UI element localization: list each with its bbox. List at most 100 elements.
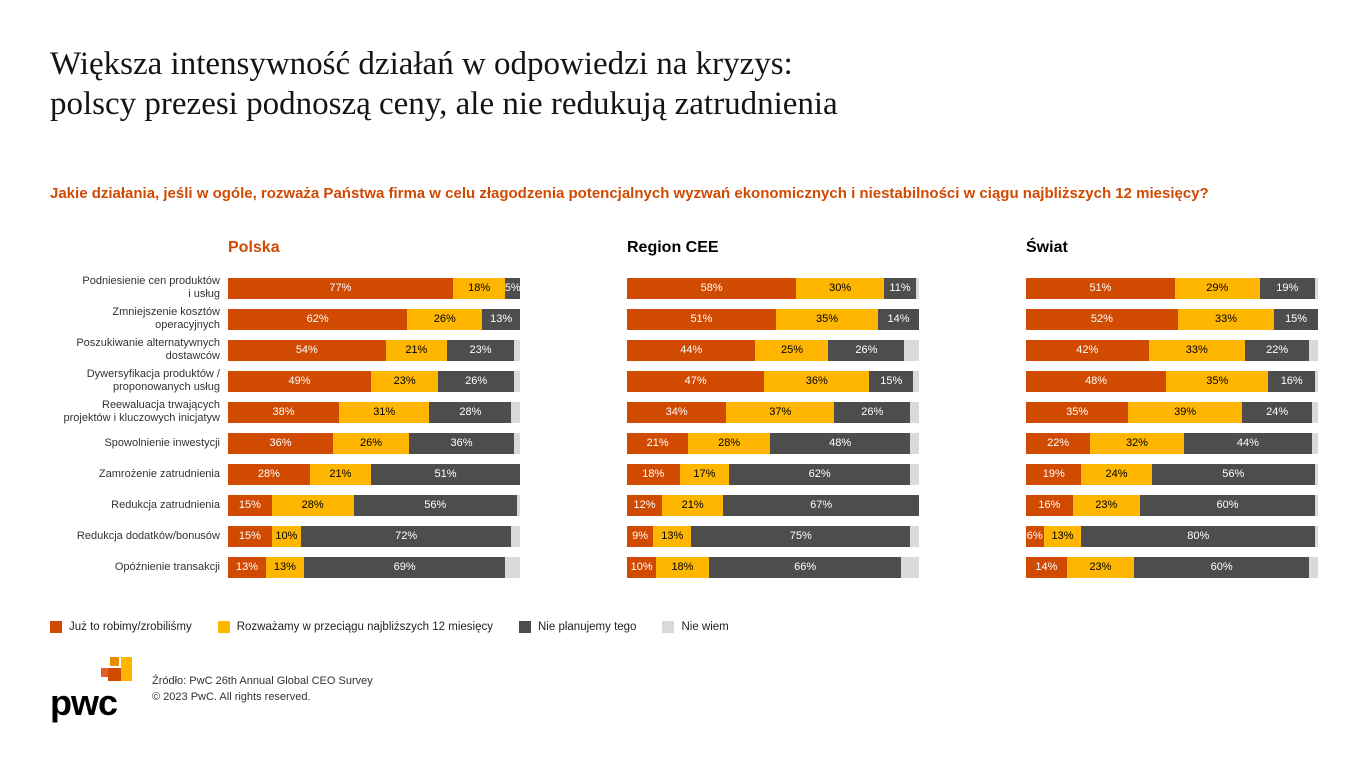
bar-segment-unknown (1312, 432, 1318, 454)
chart-row: Poszukiwanie alternatywnych dostawców 54%… (50, 335, 1321, 366)
bar-segment: 25% (755, 339, 829, 361)
stacked-bar-polska: 54% 21% 23% (228, 339, 520, 361)
bar-segment-unknown (910, 432, 919, 454)
bar-segment: 22% (1244, 339, 1310, 361)
stacked-bar-swiat: 19% 24% 56% (1026, 463, 1318, 485)
legend-swatch-icon (217, 620, 230, 633)
chart-row: Dywersyfikacja produktów / proponowanych… (50, 366, 1321, 397)
bar-segment: 35% (1026, 401, 1129, 423)
stacked-bar-region-cee: 47% 36% 15% (627, 370, 919, 392)
chart-row: Redukcja zatrudnienia 15% 28% 56% 12% 21% 67% 1… (50, 490, 1321, 521)
stacked-bar-polska: 13% 13% 69% (228, 556, 520, 578)
stacked-bar-swiat: 42% 33% 22% (1026, 339, 1318, 361)
bar-segment-unknown (514, 370, 520, 392)
source-block: Źródło: PwC 26th Annual Global CEO Surve… (152, 673, 373, 706)
bar-segment: 75% (691, 525, 911, 547)
bar-segment: 16% (1026, 494, 1073, 516)
bar-segment: 42% (1026, 339, 1149, 361)
stacked-bar-swiat: 22% 32% 44% (1026, 432, 1318, 454)
bar-segment-unknown (514, 339, 520, 361)
legend-swatch-icon (519, 620, 531, 633)
category-label: Zmniejszenie kosztów operacyjnych (112, 306, 220, 332)
bar-segment: 23% (1072, 494, 1140, 516)
survey-question: Jakie działania, jeśli w ogóle, rozważa … (50, 185, 1209, 203)
stacked-bar-region-cee: 34% 37% 26% (627, 401, 919, 423)
bar-segment-unknown (910, 525, 919, 547)
bar-segment: 66% (708, 556, 902, 578)
bar-segment: 58% (627, 277, 797, 299)
bar-segment: 34% (627, 401, 727, 423)
bar-segment: 22% (1026, 432, 1091, 454)
bar-segment: 54% (228, 339, 386, 361)
bar-segment: 23% (446, 339, 515, 361)
bar-segment: 24% (1081, 463, 1152, 485)
bar-segment: 47% (627, 370, 765, 392)
stacked-bar-polska: 36% 26% 36% (228, 432, 520, 454)
label-spacer (50, 239, 228, 257)
stacked-bar-swiat: 51% 29% 19% (1026, 277, 1318, 299)
legend-swatch-icon (662, 620, 675, 633)
bar-segment: 14% (1026, 556, 1067, 578)
bar-segment-unknown (913, 370, 919, 392)
bar-segment: 32% (1090, 432, 1184, 454)
bar-segment: 51% (627, 308, 776, 330)
category-label: Redukcja zatrudnienia (111, 498, 220, 511)
bar-segment: 49% (228, 370, 372, 392)
stacked-bar-region-cee: 51% 35% 14% (627, 308, 919, 330)
bar-segment: 37% (726, 401, 835, 423)
title-line-1: Większa intensywność działań w odpowiedz… (50, 46, 793, 82)
bar-segment-unknown (1315, 494, 1318, 516)
bar-segment: 62% (729, 463, 911, 485)
chart-row: Zmniejszenie kosztów operacyjnych 62% 26% 1… (50, 304, 1321, 335)
category-label: Redukcja dodatków/bonusów (76, 529, 220, 542)
bar-segment: 26% (407, 308, 483, 330)
bar-segment: 77% (228, 277, 453, 299)
bar-segment-unknown (1315, 370, 1318, 392)
bar-segment: 36% (228, 432, 334, 454)
source-text: Źródło: PwC 26th Annual Global CEO Surve… (152, 674, 373, 687)
bar-segment-unknown (511, 525, 520, 547)
bar-segment-unknown (1309, 556, 1318, 578)
legend-label: Już to robimy/zrobiliśmy (69, 620, 192, 633)
category-label: Zamrożenie zatrudnienia (98, 467, 220, 480)
bar-segment: 18% (656, 556, 709, 578)
bar-segment: 18% (452, 277, 506, 299)
stacked-bar-region-cee: 18% 17% 62% (627, 463, 919, 485)
bar-segment: 15% (1274, 308, 1318, 330)
bar-segment: 60% (1139, 494, 1316, 516)
title-line-2: polscy prezesi podnoszą ceny, ale nie re… (50, 85, 838, 122)
bar-segment: 36% (764, 370, 870, 392)
stacked-bar-region-cee: 44% 25% 26% (627, 339, 919, 361)
bar-segment: 15% (228, 525, 272, 547)
bar-segment: 13% (265, 556, 304, 578)
bar-segment-unknown (511, 401, 520, 423)
bar-segment: 29% (1174, 277, 1260, 299)
stacked-bar-region-cee: 12% 21% 67% (627, 494, 919, 516)
chart-row: Redukcja dodatków/bonusów 15% 10% 72% 9% 13% 7… (50, 521, 1321, 552)
bar-segment: 10% (271, 525, 301, 547)
bar-segment: 44% (1183, 432, 1313, 454)
chart-area: Podniesienie cen produktów i usług 77% 18%… (50, 273, 1321, 583)
legend: Już to robimy/zrobiliśmy Rozważamy w prze… (50, 620, 1321, 633)
bar-segment: 36% (409, 432, 515, 454)
bar-segment: 24% (1242, 401, 1313, 423)
bar-segment: 35% (1166, 370, 1269, 392)
category-label: Spowolnienie inwestycji (104, 436, 220, 449)
bar-segment: 30% (796, 277, 884, 299)
bar-segment: 80% (1081, 525, 1316, 547)
bar-segment: 28% (228, 463, 310, 485)
bar-segment-unknown (517, 494, 520, 516)
bar-segment: 48% (770, 432, 911, 454)
chart-header-region-cee: Region CEE (627, 238, 719, 256)
bar-segment: 67% (723, 494, 919, 516)
bar-segment: 18% (627, 463, 680, 485)
bar-segment: 56% (353, 494, 518, 516)
pwc-logo: pwc (50, 656, 150, 721)
bar-segment-unknown (1315, 525, 1318, 547)
stacked-bar-swiat: 14% 23% 60% (1026, 556, 1318, 578)
category-label: Poszukiwanie alternatywnych dostawców (76, 337, 220, 363)
legend-label: Nie planujemy tego (538, 620, 637, 633)
stacked-bar-swiat: 6% 13% 80% (1026, 525, 1318, 547)
bar-segment: 35% (775, 308, 879, 330)
